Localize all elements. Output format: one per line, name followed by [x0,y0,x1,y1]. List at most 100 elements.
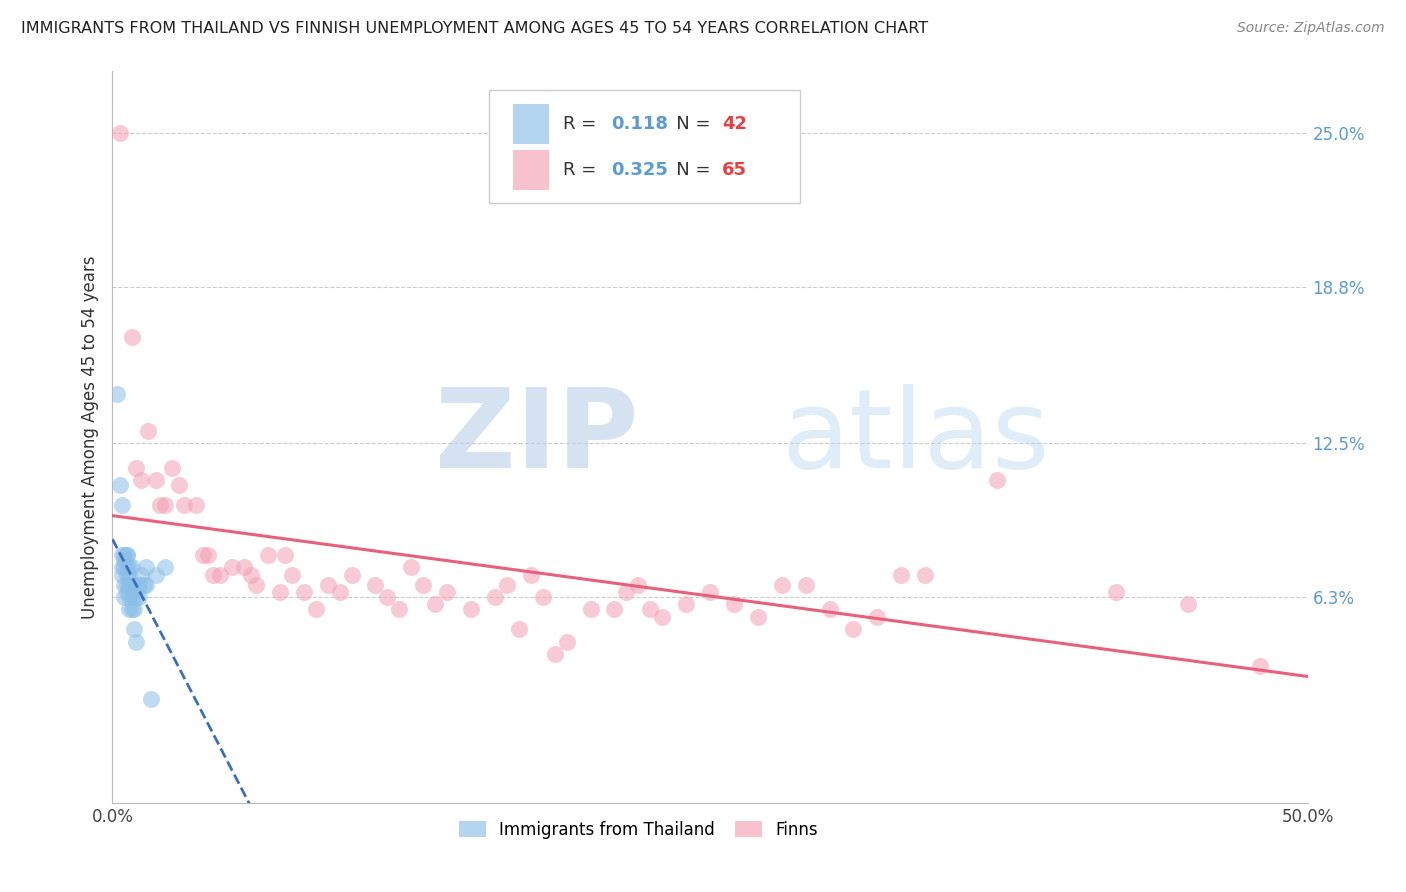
Point [186,498,208,512]
Point [316,577,339,591]
Point [162,461,183,475]
Point [747,610,769,624]
Legend: Immigrants from Thailand, Finns: Immigrants from Thailand, Finns [453,814,824,846]
Point [111,567,134,582]
Point [122,585,145,599]
Point [425,598,447,612]
Point [233,560,256,574]
Point [118,577,141,591]
Point [145,567,167,582]
Point [412,577,434,591]
Point [794,577,817,591]
Text: 42: 42 [723,115,747,133]
Text: Source: ZipAtlas.com: Source: ZipAtlas.com [1237,21,1385,35]
Point [579,602,602,616]
Point [388,602,411,616]
Point [115,548,138,562]
Point [121,560,143,574]
Point [115,567,138,582]
Point [138,424,160,438]
Point [603,602,626,616]
Point [460,602,482,616]
Point [125,461,148,475]
Point [329,585,352,599]
Point [118,602,141,616]
Point [699,585,721,599]
Point [842,622,865,636]
Point [149,498,172,512]
Point [115,585,138,599]
Point [105,386,128,401]
Point [273,548,295,562]
Point [401,560,423,574]
Text: R =: R = [562,161,602,179]
Point [111,548,134,562]
Point [114,548,135,562]
Point [640,602,662,616]
Point [436,585,458,599]
Point [193,548,215,562]
Point [111,560,134,574]
Point [723,598,745,612]
Point [173,498,195,512]
Point [292,585,315,599]
Text: 65: 65 [723,161,747,179]
Point [555,634,578,648]
Point [114,553,135,567]
Point [543,647,565,661]
Point [245,577,267,591]
Point [118,560,141,574]
Point [305,602,328,616]
Point [114,560,135,574]
Point [508,622,530,636]
Point [197,548,219,562]
Point [364,577,387,591]
Point [129,567,152,582]
Point [616,585,638,599]
Point [145,474,167,488]
FancyBboxPatch shape [513,150,548,190]
Point [118,577,141,591]
Point [121,590,143,604]
Point [209,567,232,582]
Point [125,634,148,648]
Point [108,478,131,492]
Point [121,602,143,616]
Point [135,560,157,574]
Point [121,577,143,591]
Point [484,590,506,604]
Point [118,567,141,582]
Point [115,548,138,562]
Point [914,567,936,582]
Point [531,590,554,604]
Point [651,610,673,624]
Point [1105,585,1128,599]
Point [129,474,152,488]
Text: atlas: atlas [782,384,1050,491]
Point [675,598,697,612]
Text: IMMIGRANTS FROM THAILAND VS FINNISH UNEMPLOYMENT AMONG AGES 45 TO 54 YEARS CORRE: IMMIGRANTS FROM THAILAND VS FINNISH UNEM… [21,21,928,36]
Point [125,577,148,591]
Y-axis label: Unemployment Among Ages 45 to 54 years: Unemployment Among Ages 45 to 54 years [80,255,98,619]
Point [1249,659,1271,673]
Point [890,567,912,582]
Point [377,590,399,604]
Point [627,577,650,591]
Point [221,560,243,574]
Point [257,548,280,562]
Point [269,585,291,599]
Point [118,590,141,604]
Point [115,560,138,574]
Point [128,590,150,604]
Text: R =: R = [562,115,602,133]
Point [114,577,135,591]
Point [1177,598,1199,612]
Point [115,577,138,591]
FancyBboxPatch shape [489,90,800,203]
Point [153,498,176,512]
Point [986,474,1008,488]
Text: N =: N = [658,115,716,133]
Point [770,577,793,591]
Point [520,567,543,582]
Point [125,590,148,604]
